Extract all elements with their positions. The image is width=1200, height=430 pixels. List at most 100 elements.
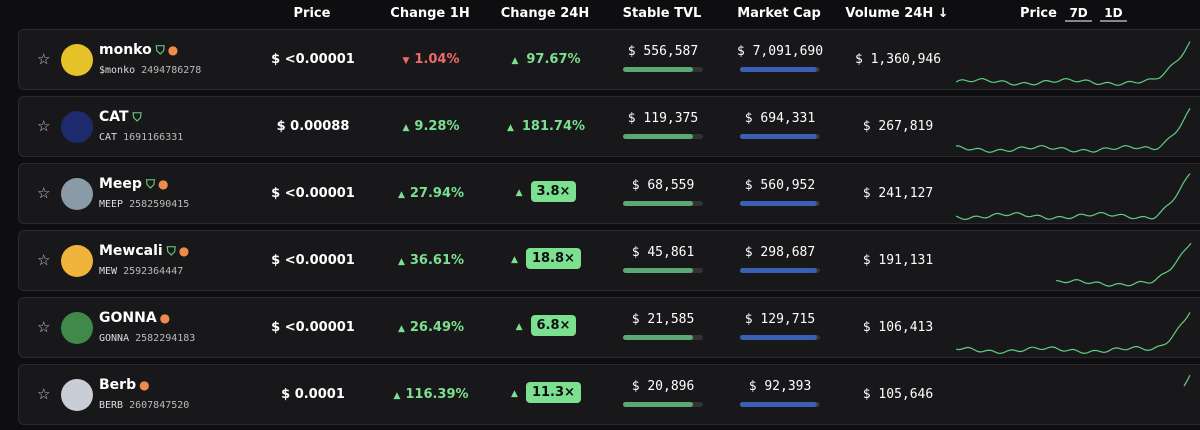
token-id: 2582590415 bbox=[129, 199, 190, 210]
stable-tvl: $ 21,585 bbox=[631, 312, 695, 327]
sparkline bbox=[1055, 242, 1192, 287]
token-name: Berb bbox=[99, 377, 137, 393]
change-1h-value: 36.61% bbox=[409, 253, 465, 268]
ticker: CAT bbox=[99, 132, 118, 143]
star-button[interactable]: ☆ bbox=[37, 251, 51, 269]
token-name: monko bbox=[99, 42, 152, 58]
sparkline bbox=[956, 312, 1191, 355]
stable-tvl: $ 119,375 bbox=[627, 111, 699, 126]
arrow-icon: ▲ bbox=[397, 257, 405, 267]
sparkline-path bbox=[956, 173, 1191, 221]
price: $ 0.00088 bbox=[276, 119, 350, 134]
change-24h-value: 97.67% bbox=[526, 52, 581, 67]
token-name-line: GONNA ● bbox=[99, 310, 170, 326]
stable-tvl: $ 20,896 bbox=[631, 379, 695, 394]
token-name-line: Meep ⛉ ● bbox=[99, 176, 168, 192]
stable-tvl: $ 556,587 bbox=[627, 44, 699, 59]
progress-fill bbox=[740, 134, 817, 139]
change-24h: ▲ 6.8× bbox=[486, 315, 606, 336]
verified-icon: ⛉ bbox=[155, 43, 165, 57]
change-24h: ▲ 11.3× bbox=[486, 382, 606, 403]
sparkline bbox=[956, 41, 1191, 87]
token-row: ☆ monko ⛉ ● $monko 2494786278 $ <0.00001 ▼ 1.04%… bbox=[18, 29, 1200, 90]
token-name-line: Mewcali ⛉ ● bbox=[99, 243, 189, 259]
star-button[interactable]: ☆ bbox=[37, 50, 51, 68]
verified-icon: ⛉ bbox=[132, 110, 142, 124]
price: $ <0.00001 bbox=[271, 52, 355, 67]
token-id: 2582294183 bbox=[135, 333, 196, 344]
header-change-1h: Change 1H bbox=[390, 6, 470, 21]
progress-bar bbox=[740, 134, 820, 139]
sparkline bbox=[956, 107, 1191, 153]
arrow-icon: ▲ bbox=[511, 56, 519, 66]
token-sub: CAT 1691166331 bbox=[99, 132, 183, 143]
star-button[interactable]: ☆ bbox=[37, 117, 51, 135]
sparkline-path bbox=[1055, 242, 1192, 287]
ticker: BERB bbox=[99, 400, 124, 411]
change-1h-value: 1.04% bbox=[414, 52, 460, 67]
verified-icon: ⛉ bbox=[166, 244, 176, 258]
header-change-24h: Change 24H bbox=[500, 6, 590, 21]
change-1h: ▲ 116.39% bbox=[371, 387, 491, 402]
dev-icon: ● bbox=[159, 311, 171, 325]
progress-bar bbox=[740, 402, 820, 407]
progress-bar bbox=[623, 335, 703, 340]
progress-fill bbox=[740, 201, 817, 206]
token-id: 1691166331 bbox=[123, 132, 184, 143]
arrow-icon: ▲ bbox=[511, 255, 518, 265]
market-cap: $ 298,687 bbox=[744, 245, 816, 260]
token-name-line: CAT ⛉ bbox=[99, 109, 142, 125]
change-24h-value: 6.8× bbox=[530, 315, 577, 336]
progress-fill bbox=[740, 67, 817, 72]
dev-icon: ● bbox=[167, 43, 179, 57]
token-sub: MEW 2592364447 bbox=[99, 266, 183, 277]
star-button[interactable]: ☆ bbox=[37, 184, 51, 202]
ticker: MEW bbox=[99, 266, 118, 277]
token-name: Mewcali bbox=[99, 243, 163, 259]
arrow-icon: ▲ bbox=[511, 389, 518, 399]
token-id: 2592364447 bbox=[123, 266, 184, 277]
avatar bbox=[61, 111, 93, 143]
change-1h-value: 9.28% bbox=[414, 119, 460, 134]
token-row: ☆ GONNA ● GONNA 2582294183 $ <0.00001 ▲ 26.49% ▲… bbox=[18, 297, 1200, 358]
progress-bar bbox=[623, 67, 703, 72]
change-24h-value: 18.8× bbox=[525, 248, 581, 269]
star-button[interactable]: ☆ bbox=[37, 318, 51, 336]
progress-fill bbox=[623, 268, 694, 273]
tab[interactable]: 1D bbox=[1100, 6, 1127, 22]
dev-icon: ● bbox=[178, 244, 190, 258]
arrow-icon: ▲ bbox=[506, 123, 514, 133]
token-id: 2607847520 bbox=[129, 400, 190, 411]
header-tvl: Stable TVL bbox=[622, 6, 702, 21]
tab[interactable]: 7D bbox=[1065, 6, 1092, 22]
progress-fill bbox=[740, 402, 817, 407]
header-price: Price bbox=[293, 6, 331, 21]
avatar bbox=[61, 245, 93, 277]
star-button[interactable]: ☆ bbox=[37, 385, 51, 403]
change-24h-value: 181.74% bbox=[521, 119, 586, 134]
arrow-icon: ▲ bbox=[515, 188, 523, 198]
progress-fill bbox=[623, 67, 694, 72]
change-1h-value: 26.49% bbox=[409, 320, 465, 335]
volume-24h: $ 105,646 bbox=[862, 387, 934, 402]
sparkline-path bbox=[956, 107, 1191, 153]
change-1h: ▲ 27.94% bbox=[371, 186, 491, 201]
change-1h: ▼ 1.04% bbox=[371, 52, 491, 67]
change-24h-value: 3.8× bbox=[530, 181, 577, 202]
sparkline-path bbox=[956, 41, 1191, 87]
token-id: 2494786278 bbox=[141, 65, 202, 76]
market-cap: $ 694,331 bbox=[744, 111, 816, 126]
token-row: ☆ Meep ⛉ ● MEEP 2582590415 $ <0.00001 ▲ 27.94% ▲ 3… bbox=[18, 163, 1200, 224]
progress-bar bbox=[623, 268, 703, 273]
change-24h: ▲ 18.8× bbox=[486, 248, 606, 269]
token-name: Meep bbox=[99, 176, 142, 192]
progress-fill bbox=[623, 134, 694, 139]
price: $ <0.00001 bbox=[271, 253, 355, 268]
change-1h: ▲ 36.61% bbox=[371, 253, 491, 268]
token-row: ☆ Mewcali ⛉ ● MEW 2592364447 $ <0.00001 ▲ 36.61%… bbox=[18, 230, 1200, 291]
change-1h: ▲ 9.28% bbox=[371, 119, 491, 134]
arrow-icon: ▼ bbox=[402, 56, 410, 66]
progress-fill bbox=[623, 402, 694, 407]
avatar bbox=[61, 312, 93, 344]
